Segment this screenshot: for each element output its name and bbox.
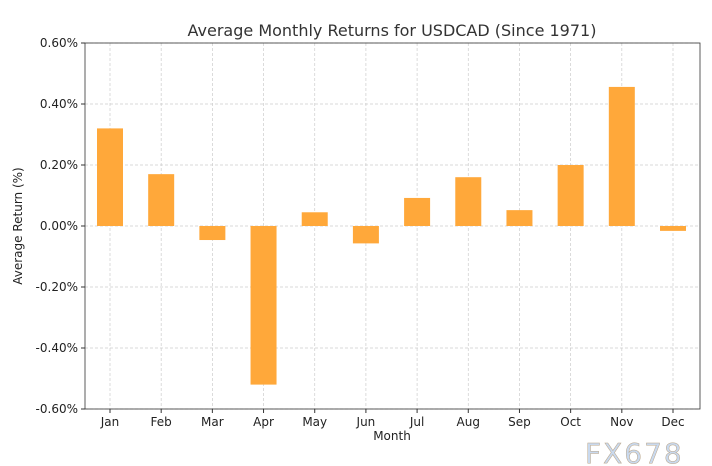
bar-jun xyxy=(352,226,379,244)
y-tick-label: -0.40% xyxy=(36,341,78,355)
x-tick-label: Jun xyxy=(356,415,376,429)
chart-title: Average Monthly Returns for USDCAD (Sinc… xyxy=(188,21,597,40)
bar-sep xyxy=(506,210,533,226)
x-tick-label: Nov xyxy=(610,415,633,429)
y-axis-label: Average Return (%) xyxy=(11,167,25,285)
watermark-logo: FX678 xyxy=(585,437,684,466)
x-tick-label: Oct xyxy=(560,415,581,429)
bar-aug xyxy=(455,177,482,226)
x-tick-label: Apr xyxy=(253,415,274,429)
bar-feb xyxy=(148,174,175,226)
x-tick-label: Jan xyxy=(100,415,120,429)
bar-oct xyxy=(557,165,584,226)
axes: -0.60% -0.40% -0.20% 0.00% 0.20% 0.40% 0.60% Ja… xyxy=(36,36,701,429)
bar-may xyxy=(301,212,328,226)
bars xyxy=(97,86,686,385)
bar-jul xyxy=(404,197,431,226)
x-tick-label: Dec xyxy=(661,415,684,429)
x-tick-label: Feb xyxy=(151,415,172,429)
x-tick-label: Aug xyxy=(457,415,480,429)
bar-apr xyxy=(250,226,277,385)
bar-mar xyxy=(199,226,226,241)
bar-jan xyxy=(97,128,123,226)
y-tick-label: 0.20% xyxy=(40,158,78,172)
x-axis-label: Month xyxy=(373,429,411,443)
y-tick-label: -0.20% xyxy=(36,280,78,294)
x-tick-label: Sep xyxy=(508,415,531,429)
x-tick-label: May xyxy=(302,415,327,429)
y-tick-label: 0.00% xyxy=(40,219,78,233)
y-tick-label: 0.60% xyxy=(40,36,78,50)
y-tick-label: 0.40% xyxy=(40,97,78,111)
bar-nov xyxy=(608,86,635,226)
grid xyxy=(85,42,700,410)
bar-dec xyxy=(660,226,686,231)
y-tick-label: -0.60% xyxy=(36,402,78,416)
x-tick-label: Jul xyxy=(409,415,424,429)
plot-frame xyxy=(84,42,701,410)
x-tick-label: Mar xyxy=(201,415,224,429)
